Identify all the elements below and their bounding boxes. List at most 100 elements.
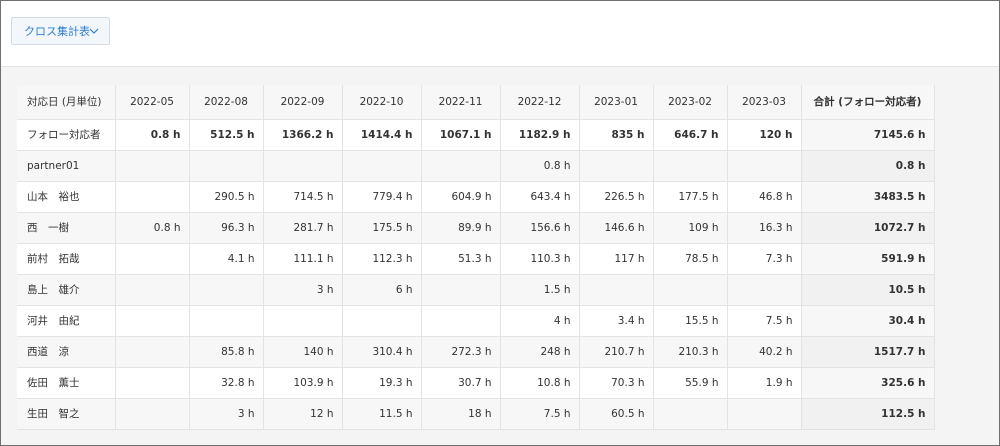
table-cell: 120 h [727,119,802,151]
table-cell: 89.9 h [421,212,501,244]
header-row: 対応日 (月単位) 2022-05 2022-08 2022-09 2022-1… [17,85,935,120]
table-cell: 272.3 h [421,336,501,368]
table-cell: 310.4 h [342,336,422,368]
table-cell [342,150,422,182]
table-cell: 70.3 h [579,367,654,399]
row-label: 島上 雄介 [17,274,116,306]
table-row: 佐田 薫士 32.8 h 103.9 h 19.3 h 30.7 h 10.8 h 70.3… [17,367,935,399]
column-header[interactable]: 2022-12 [500,85,580,120]
total-column-header[interactable]: 合計 (フォロー対応者) [801,85,935,120]
table-cell [115,367,190,399]
table-cell: 1182.9 h [500,119,580,151]
table-cell [189,150,264,182]
table-cell: 1.9 h [727,367,802,399]
table-cell: 248 h [500,336,580,368]
table-cell: 18 h [421,398,501,430]
row-label: 佐田 薫士 [17,367,116,399]
column-header[interactable]: 2023-01 [579,85,654,120]
table-cell: 60.5 h [579,398,654,430]
table-cell: 109 h [653,212,728,244]
table-cell: 40.2 h [727,336,802,368]
row-label: 生田 智之 [17,398,116,430]
table-cell: 103.9 h [263,367,343,399]
table-cell: 3.4 h [579,305,654,337]
table-cell [727,150,802,182]
column-header[interactable]: 2023-03 [727,85,802,120]
summary-row: フォロー対応者 0.8 h 512.5 h 1366.2 h 1414.4 h 1067.… [17,119,935,151]
table-cell: 85.8 h [189,336,264,368]
table-cell: 0.8 h [500,150,580,182]
table-cell: 146.6 h [579,212,654,244]
view-type-label: クロス集計表 [24,25,90,38]
table-cell: 512.5 h [189,119,264,151]
crosstab-area: 対応日 (月単位) 2022-05 2022-08 2022-09 2022-1… [1,66,999,445]
table-cell: 835 h [579,119,654,151]
table-cell [421,305,501,337]
table-cell: 3 h [189,398,264,430]
table-cell: 281.7 h [263,212,343,244]
table-cell [115,305,190,337]
table-cell: 55.9 h [653,367,728,399]
row-label: 前村 拓哉 [17,243,116,275]
table-cell: 30.7 h [421,367,501,399]
table-cell: 16.3 h [727,212,802,244]
column-header[interactable]: 2022-05 [115,85,190,120]
row-total-cell: 30.4 h [801,305,935,337]
table-cell: 12 h [263,398,343,430]
table-cell [115,398,190,430]
table-cell [189,274,264,306]
table-cell: 32.8 h [189,367,264,399]
table-cell: 643.4 h [500,181,580,213]
table-cell: 1414.4 h [342,119,422,151]
table-cell [342,305,422,337]
table-cell: 111.1 h [263,243,343,275]
table-cell [115,150,190,182]
row-label: 西道 涼 [17,336,116,368]
table-cell: 1.5 h [500,274,580,306]
view-type-dropdown[interactable]: クロス集計表 [11,17,110,45]
table-cell: 7.5 h [500,398,580,430]
table-cell: 110.3 h [500,243,580,275]
table-cell [579,150,654,182]
table-cell: 210.7 h [579,336,654,368]
table-body: フォロー対応者 0.8 h 512.5 h 1366.2 h 1414.4 h 1067.… [17,119,935,430]
table-cell: 10.8 h [500,367,580,399]
table-cell: 15.5 h [653,305,728,337]
column-header[interactable]: 2023-02 [653,85,728,120]
table-cell: 4.1 h [189,243,264,275]
table-cell: 140 h [263,336,343,368]
row-total-cell: 10.5 h [801,274,935,306]
table-cell: 0.8 h [115,212,190,244]
table-cell: 226.5 h [579,181,654,213]
table-cell: 290.5 h [189,181,264,213]
crosstab-table: 対応日 (月単位) 2022-05 2022-08 2022-09 2022-1… [17,85,935,430]
column-header[interactable]: 2022-11 [421,85,501,120]
table-row: 河井 由紀 4 h 3.4 h 15.5 h 7.5 h 30.4 h [17,305,935,337]
table-cell: 779.4 h [342,181,422,213]
table-cell [115,181,190,213]
table-cell [653,150,728,182]
table-cell: 3 h [263,274,343,306]
table-cell [653,398,728,430]
table-cell [189,305,264,337]
table-cell: 604.9 h [421,181,501,213]
column-header[interactable]: 2022-08 [189,85,264,120]
table-cell: 210.3 h [653,336,728,368]
table-cell [115,274,190,306]
table-cell: 96.3 h [189,212,264,244]
column-header[interactable]: 2022-10 [342,85,422,120]
corner-header[interactable]: 対応日 (月単位) [17,85,116,120]
table-cell: 19.3 h [342,367,422,399]
table-cell: 117 h [579,243,654,275]
chevron-down-icon [89,28,99,34]
table-cell: 51.3 h [421,243,501,275]
header: クロス集計表 [1,1,999,65]
row-total-cell: 325.6 h [801,367,935,399]
row-total-cell: 1072.7 h [801,212,935,244]
row-label: 河井 由紀 [17,305,116,337]
table-cell [421,150,501,182]
table-cell: 6 h [342,274,422,306]
table-cell: 112.3 h [342,243,422,275]
column-header[interactable]: 2022-09 [263,85,343,120]
